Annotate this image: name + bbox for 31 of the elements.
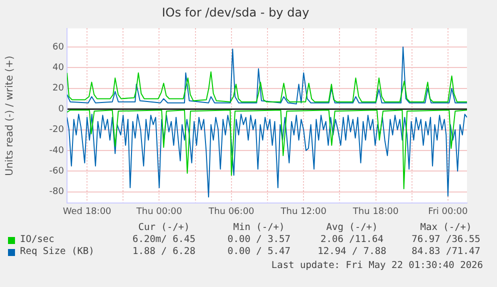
y-tick-label: -40 [49, 146, 64, 156]
legend-label: IO/sec [20, 234, 56, 245]
text: Cur (-/+) [137, 222, 191, 233]
x-tick-label: Thu 00:00 [135, 206, 182, 217]
x-tick-label: Wed 18:00 [62, 206, 112, 217]
text: 2.06 /11.64 [320, 234, 384, 245]
text: Last update: Fri May 22 01:30:40 2026 [271, 260, 483, 271]
y-tick-label: -60 [49, 166, 64, 176]
text: 0.00 / 3.57 [226, 234, 292, 245]
text: 1.88 / 6.28 [132, 246, 196, 257]
text: Avg (-/+) [325, 222, 379, 233]
text: 6.20m/ 6.45 [132, 234, 196, 245]
y-tick-label: 20 [52, 84, 64, 94]
text: 84.83 /71.47 [410, 246, 482, 257]
text: Min (-/+) [232, 222, 286, 233]
x-tick-label: Thu 18:00 [352, 206, 399, 217]
y-axis-title: Units read (-) / write (+) [4, 56, 16, 176]
y-tick-label: 60 [52, 42, 64, 52]
text: 76.97 /36.55 [410, 234, 482, 245]
x-tick-label: Thu 12:00 [280, 206, 327, 217]
legend-label: Req Size (KB) [20, 246, 96, 257]
y-tick-label: -80 [49, 187, 64, 198]
text: 12.94 / 7.88 [316, 246, 388, 257]
chart-title: IOs for /dev/sda - by day [162, 5, 310, 20]
text: Max (-/+) [419, 222, 473, 233]
y-tick-label: -20 [49, 125, 64, 136]
text: 0.00 / 5.47 [226, 246, 292, 257]
x-tick-label: Thu 06:00 [208, 206, 255, 217]
x-tick-label: Fri 00:00 [428, 206, 468, 217]
y-tick-label: 0 [58, 104, 64, 114]
y-tick-label: 40 [52, 63, 64, 74]
